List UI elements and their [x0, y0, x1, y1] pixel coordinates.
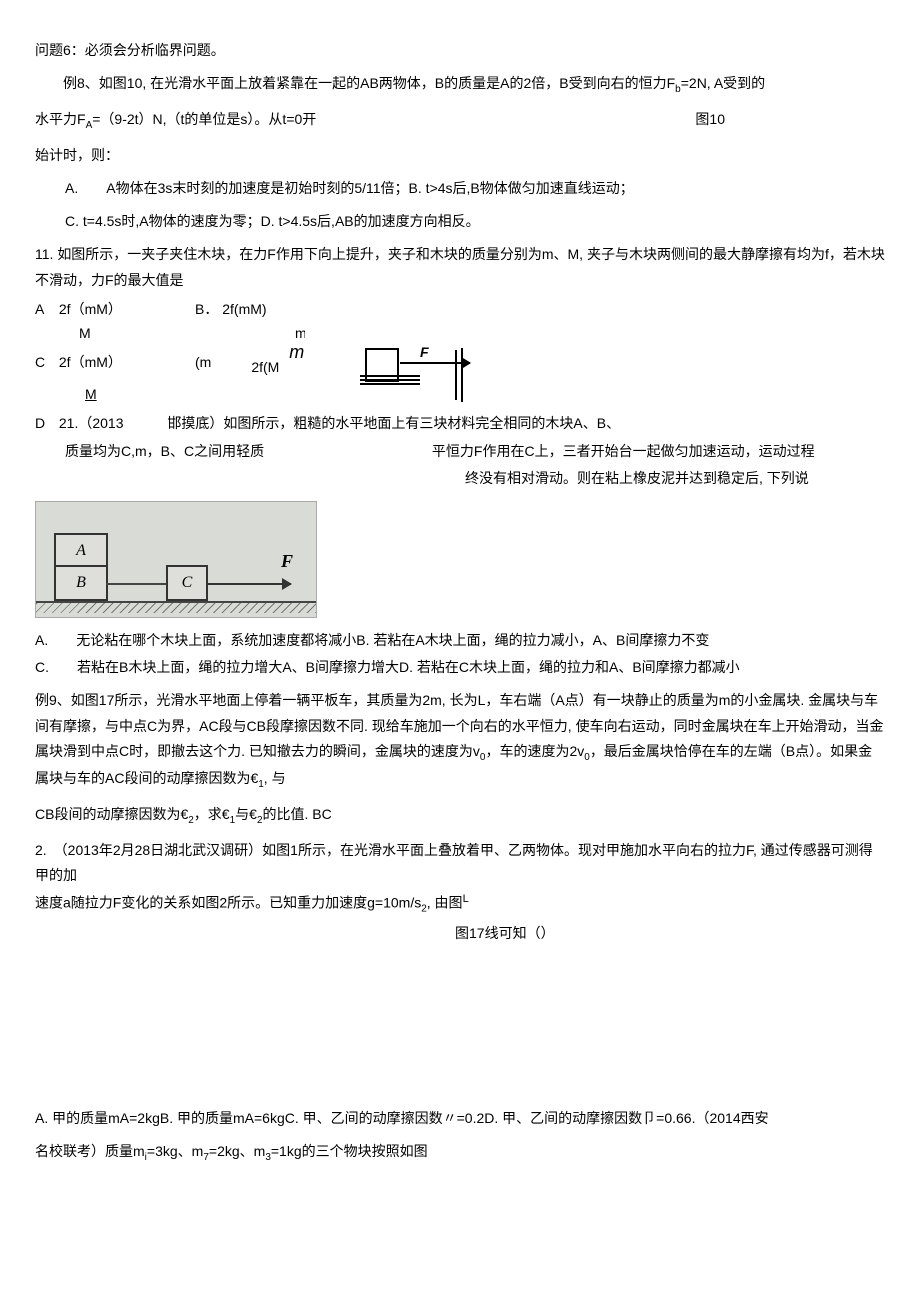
- inline-scribble: [360, 375, 420, 385]
- photo-f-label: F: [281, 545, 293, 577]
- photo-hatch: [36, 603, 316, 613]
- q11-stem: 11. 如图所示，一夹子夹住木块，在力F作用下向上提升，夹子和木块的质量分别为m…: [35, 242, 885, 292]
- opt-b-label: B．: [195, 301, 218, 317]
- photo-box-c: C: [166, 565, 208, 601]
- q21-opt-c: C. 若粘在B木块上面，绳的拉力增大A、B间摩擦力增大D. 若粘在C木块上面，绳…: [35, 655, 885, 680]
- ex9-t2c: 与€: [235, 806, 257, 822]
- q2-t2b: , 由图: [427, 895, 463, 911]
- frac-a: 2f（mM）: [59, 297, 122, 322]
- photo-box-a: A: [54, 533, 108, 569]
- frac-a-bot-wrap: M: [35, 321, 195, 346]
- q2-t2: 速度a随拉力F变化的关系如图2所示。已知重力加速度g=10m/s: [35, 895, 421, 911]
- photo-arrow: [206, 583, 291, 585]
- inline-f-label: F: [420, 340, 429, 365]
- q21-handan: 邯摸底）如图所示，粗糙的水平地面上有三块材料完全相同的木块A、B、: [167, 415, 620, 431]
- q21-opt-a: A. 无论粘在哪个木块上面，系统加速度都将减小B. 若粘在A木块上面，绳的拉力减…: [35, 628, 885, 653]
- last-line2: 名校联考）质量mi=3kg、m7=2kg、m3=1kg的三个物块按照如图: [35, 1139, 885, 1167]
- last-t1: 名校联考）质量m: [35, 1143, 145, 1159]
- q11-opt-c-right: 2f(M m: [251, 350, 298, 382]
- frac-b: 2f(mM): [222, 297, 266, 322]
- italic-m: m: [289, 342, 304, 362]
- ex9-t2a: CB段间的动摩擦因数为€: [35, 806, 188, 822]
- inline-arrow: [400, 362, 470, 364]
- ex9-p1: 例9、如图17所示，光滑水平地面上停着一辆平板车，其质量为2m, 长为L，车右端…: [35, 688, 885, 794]
- ex8-line2: 水平力FA=（9-2t）N,（t的单位是s）。从t=0开 图10: [35, 107, 885, 135]
- q21-l2a: 质量均为C,m，B、C之间用轻质: [65, 443, 264, 459]
- blank-space: [35, 948, 885, 1098]
- sup-L: L: [463, 893, 469, 905]
- ex9-t1b: ，车的速度为2v: [485, 743, 584, 759]
- last-m1: =3kg、m: [147, 1143, 203, 1159]
- ex8-text-1: 例8、如图10, 在光滑水平面上放着紧靠在一起的AB两物体，B的质量是A的2倍，…: [63, 75, 675, 91]
- q21-prefix: 21.（2013: [59, 415, 124, 431]
- q2-p1: 2. （2013年2月28日湖北武汉调研）如图1所示，在光滑水平面上叠放着甲、乙…: [35, 838, 885, 888]
- fig10-label: 图10: [695, 107, 725, 132]
- q21-l2b: 平恒力F作用在C上，三者开始台一起做匀加速运动，运动过程: [432, 443, 815, 459]
- q6-title: 问题6：必须会分析临界问题。: [35, 38, 885, 63]
- frac-c-mid: (m: [195, 354, 211, 370]
- ex8-opt-c: C. t=4.5s时,A物体的速度为零；D. t>4.5s后,AB的加速度方向相…: [65, 209, 885, 234]
- q11-opt-a: A 2f（mM）: [35, 297, 155, 323]
- ex8-text-2b: =（9-2t）N,（t的单位是s）。从t=0开: [92, 111, 316, 127]
- q21-line1: D 21.（2013 邯摸底）如图所示，粗糙的水平地面上有三块材料完全相同的木块…: [35, 411, 885, 436]
- ex8-text-2a: 水平力F: [35, 111, 86, 127]
- opt-c-label: C: [35, 350, 55, 375]
- opt-d-label: D: [35, 411, 55, 436]
- frac-c-left: 2f（mM）: [59, 354, 122, 370]
- frac-a-top: 2f（mM）: [59, 297, 122, 322]
- ex9-t2b: ，求€: [194, 806, 230, 822]
- photo-rope: [106, 583, 166, 585]
- last-line1: A. 甲的质量mA=2kgB. 甲的质量mA=6kgC. 甲、乙间的动摩擦因数〃…: [35, 1106, 885, 1131]
- q11-opt-b: B． 2f(mM): [195, 297, 315, 323]
- vline1: [455, 350, 457, 400]
- frac-b-top: 2f(mM): [222, 297, 266, 322]
- ex8-text-1b: =2N, A受到的: [681, 75, 765, 91]
- q21-line3: 终没有相对滑动。则在粘上橡皮泥并达到稳定后, 下列说: [465, 466, 885, 491]
- q11-opt-c: C 2f（mM）: [35, 350, 155, 382]
- q2-fig17: 图17线可知（）: [35, 921, 885, 946]
- ex8-line1: 例8、如图10, 在光滑水平面上放着紧靠在一起的AB两物体，B的质量是A的2倍，…: [35, 71, 885, 99]
- fig17-label: 图17线可知（）: [455, 921, 555, 946]
- ex9-t1d: , 与: [264, 770, 286, 786]
- ex9-p2: CB段间的动摩擦因数为€2，求€1与€2的比值. BC: [35, 802, 885, 830]
- vline2: [461, 348, 463, 402]
- frac-c-bot: M: [35, 382, 97, 407]
- inline-diagram: F: [305, 320, 485, 410]
- opt-a-label: A: [35, 297, 55, 322]
- q21-line2: 质量均为C,m，B、C之间用轻质 平恒力F作用在C上，三者开始台一起做匀加速运动…: [65, 439, 885, 464]
- frac-a-bot: M: [75, 325, 95, 341]
- q11-row2-and-q21: C 2f（mM） (m 2f(M m M D 21.（2013 邯摸底）如图所示…: [35, 350, 885, 491]
- ex8-line3: 始计时，则：: [35, 143, 885, 168]
- frac-c-right: 2f(M: [251, 359, 279, 375]
- ex8-opt-a: A. A物体在3s末时刻的加速度是初始时刻的5/11倍；B. t>4s后,B物体…: [65, 176, 885, 201]
- q11-row1: A 2f（mM） B． 2f(mM): [35, 297, 885, 323]
- q11-opt-c-mid: (m: [195, 350, 211, 382]
- ex9-t2d: 的比值. BC: [263, 806, 332, 822]
- last-m3: =1kg的三个物块按照如图: [271, 1143, 428, 1159]
- q2-p2: 速度a随拉力F变化的关系如图2所示。已知重力加速度g=10m/s2, 由图L: [35, 890, 885, 918]
- photo-diagram: A B C F: [35, 501, 317, 618]
- last-m2: =2kg、m: [209, 1143, 265, 1159]
- photo-box-b: B: [54, 565, 108, 601]
